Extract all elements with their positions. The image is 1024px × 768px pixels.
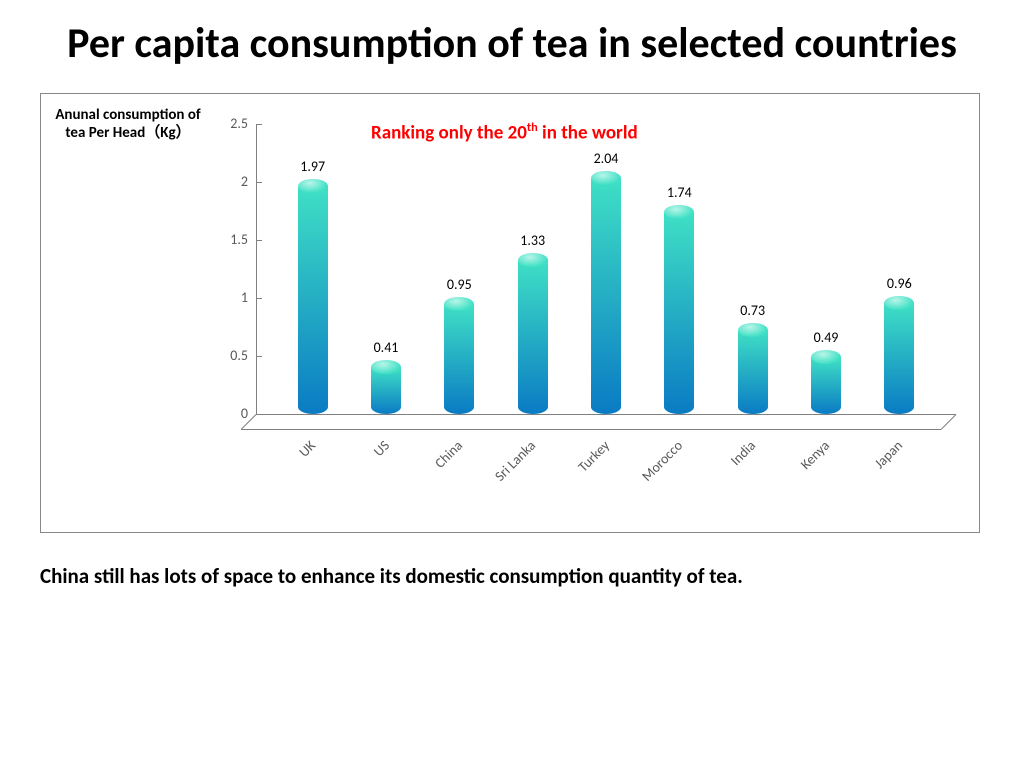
chart-container: Anunal consumption of tea Per Head（Kg） R… [40,93,980,533]
bar: 0.49 [811,357,841,414]
y-tick-label: 1 [208,289,248,306]
x-tick-label: India [727,437,759,469]
bar: 1.74 [664,212,694,414]
bar-value-label: 0.96 [869,275,929,292]
bar-value-label: 2.04 [576,150,636,167]
plot-area: 00.511.522.51.97UK0.41US0.95China1.33Sri… [256,124,956,429]
bar-value-label: 0.95 [429,276,489,293]
x-tick-label: US [370,437,393,460]
x-tick-label: Sri Lanka [491,437,539,485]
bar-value-label: 0.49 [796,329,856,346]
x-tick-label: Turkey [574,437,612,475]
bar: 0.96 [884,303,914,414]
bar-value-label: 0.41 [356,339,416,356]
bar-value-label: 0.73 [723,302,783,319]
y-tick-label: 2.5 [208,115,248,132]
bar: 2.04 [591,178,621,415]
bar-value-label: 1.33 [503,232,563,249]
y-tick-label: 2 [208,173,248,190]
y-axis-label: Anunal consumption of tea Per Head（Kg） [53,106,203,142]
x-tick-label: Kenya [797,437,833,473]
x-tick-label: UK [296,437,320,461]
x-tick-label: Morocco [638,437,686,485]
bar-value-label: 1.97 [283,158,343,175]
x-tick-label: Japan [871,437,906,472]
bar: 0.73 [738,330,768,415]
bar: 0.95 [444,304,474,414]
bar: 0.41 [371,367,401,415]
bar-value-label: 1.74 [649,184,709,201]
y-tick-label: 0.5 [208,347,248,364]
x-tick-label: China [431,437,466,472]
y-tick-label: 1.5 [208,231,248,248]
caption-text: China still has lots of space to enhance… [0,563,1024,590]
y-tick-label: 0 [208,405,248,422]
bar: 1.97 [298,186,328,415]
page-title: Per capita consumption of tea in selecte… [0,0,1024,78]
bar: 1.33 [518,260,548,414]
